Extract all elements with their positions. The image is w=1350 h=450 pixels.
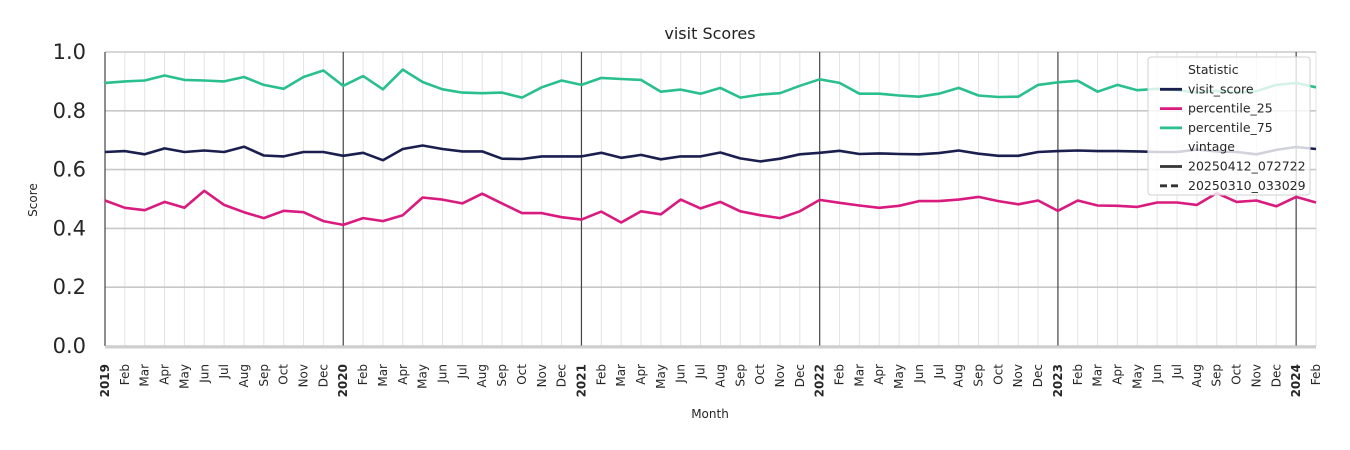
x-tick-label: Oct — [515, 364, 529, 385]
x-tick-label: Nov — [535, 364, 549, 387]
x-tick-label: Oct — [991, 364, 1005, 385]
x-tick-label: Mar — [1091, 364, 1105, 387]
series-line-visit_score — [104, 144, 1317, 163]
y-tick-label: 0.6 — [53, 158, 86, 182]
x-tick-label: Jun — [435, 364, 449, 384]
legend-title-statistic: Statistic — [1188, 62, 1239, 77]
x-tick-label: Dec — [1031, 364, 1045, 387]
chart-title: visit Scores — [664, 24, 755, 43]
x-tick-label: 2023 — [1051, 364, 1065, 397]
series-line-percentile_25 — [104, 189, 1317, 227]
x-tick-label: Dec — [555, 364, 569, 387]
x-tick-label: 2024 — [1289, 364, 1303, 397]
x-tick-label: Feb — [1309, 364, 1323, 385]
x-tick-label: Nov — [1249, 364, 1263, 387]
x-tick-label: Sep — [972, 364, 986, 387]
x-tick-label: May — [177, 364, 191, 389]
x-tick-label: Aug — [475, 364, 489, 387]
y-tick-label: 0.8 — [53, 99, 86, 123]
x-tick-label: Mar — [852, 364, 866, 387]
x-tick-label: Mar — [614, 364, 628, 387]
x-tick-label: Aug — [713, 364, 727, 387]
x-tick-label: Apr — [396, 364, 410, 385]
legend-entry: percentile_25 — [1188, 101, 1273, 116]
x-tick-label: Aug — [237, 364, 251, 387]
x-tick-label: May — [416, 364, 430, 389]
x-tick-label: Feb — [833, 364, 847, 385]
x-tick-label: Sep — [257, 364, 271, 387]
x-tick-label: Jul — [932, 364, 946, 379]
x-tick-label: Feb — [118, 364, 132, 385]
x-tick-label: Apr — [872, 364, 886, 385]
y-axis: 0.0 0.2 0.4 0.6 0.8 1.0 — [53, 40, 86, 358]
x-tick-label: Feb — [594, 364, 608, 385]
legend-entry: 20250412_072722 — [1188, 159, 1306, 174]
x-tick-label: Jun — [912, 364, 926, 384]
x-tick-label: Nov — [1011, 364, 1025, 387]
x-tick-label: Oct — [1230, 364, 1244, 385]
series-lines — [104, 68, 1317, 227]
x-tick-label: Oct — [753, 364, 767, 385]
x-tick-label: Oct — [277, 364, 291, 385]
x-tick-label: Mar — [376, 364, 390, 387]
x-tick-label: Sep — [1210, 364, 1224, 387]
y-tick-label: 0.0 — [53, 334, 86, 358]
legend-title-vintage: vintage — [1188, 139, 1235, 154]
x-tick-label: Apr — [634, 364, 648, 385]
x-tick-label: Mar — [138, 364, 152, 387]
x-tick-label: Jul — [455, 364, 469, 379]
x-tick-label: Aug — [1190, 364, 1204, 387]
x-tick-label: May — [654, 364, 668, 389]
x-tick-label: Nov — [773, 364, 787, 387]
x-tick-label: 2022 — [813, 364, 827, 397]
x-tick-label: Aug — [952, 364, 966, 387]
grid — [104, 51, 1317, 349]
x-axis-label: Month — [691, 407, 729, 421]
x-tick-label: Jul — [217, 364, 231, 379]
y-tick-label: 0.4 — [53, 216, 86, 240]
legend-entry: 20250310_033029 — [1188, 178, 1306, 193]
x-tick-label: Sep — [495, 364, 509, 387]
x-tick-label: Feb — [1071, 364, 1085, 385]
x-tick-label: Jul — [694, 364, 708, 379]
x-tick-label: Apr — [1110, 364, 1124, 385]
x-tick-label: May — [1130, 364, 1144, 389]
x-tick-label: Nov — [297, 364, 311, 387]
legend: Statistic visit_score percentile_25percent… — [1147, 56, 1311, 196]
x-tick-label: Sep — [733, 364, 747, 387]
x-axis: 2019 Feb Mar Apr May Jun Jul Aug Sep Oct Nov Dec 202… — [98, 364, 1323, 398]
series-line-percentile_75 — [104, 68, 1317, 99]
legend-entry: visit_score — [1188, 81, 1254, 96]
x-tick-label: Dec — [1269, 364, 1283, 387]
y-tick-label: 1.0 — [53, 40, 86, 64]
x-tick-label: Jul — [1170, 364, 1184, 379]
x-tick-label: May — [892, 364, 906, 389]
x-tick-label: Feb — [356, 364, 370, 385]
x-tick-label: Dec — [316, 364, 330, 387]
x-tick-label: Jun — [1150, 364, 1164, 384]
x-tick-label: Dec — [793, 364, 807, 387]
x-tick-label: Jun — [197, 364, 211, 384]
y-axis-label: Score — [26, 183, 40, 217]
legend-entry: percentile_75 — [1188, 120, 1273, 135]
x-tick-label: Apr — [158, 364, 172, 385]
x-tick-label: 2019 — [98, 364, 112, 397]
x-tick-label: 2021 — [574, 364, 588, 397]
y-tick-label: 0.2 — [53, 275, 86, 299]
x-tick-label: Jun — [674, 364, 688, 384]
x-tick-label: 2020 — [336, 364, 350, 397]
